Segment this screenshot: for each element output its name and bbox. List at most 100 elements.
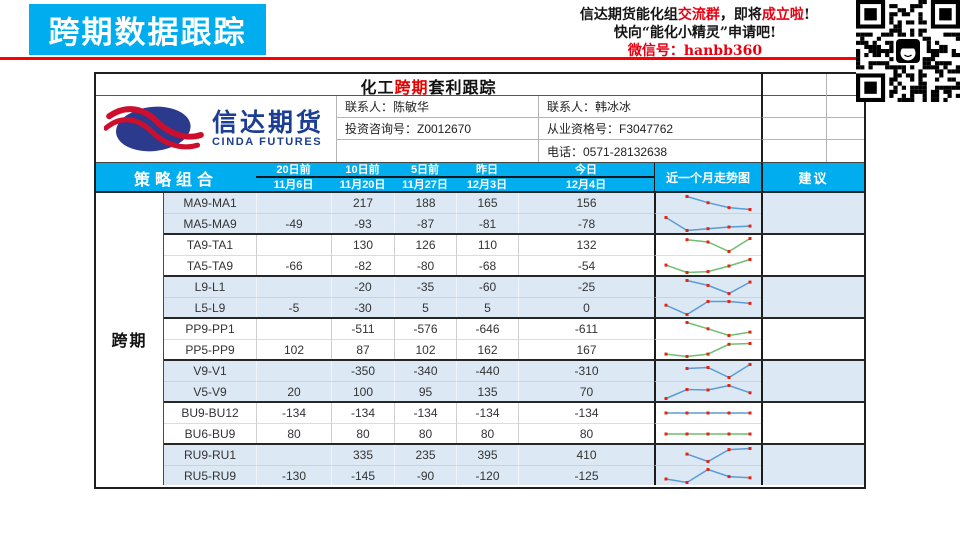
- suggestion-cell: [761, 403, 864, 443]
- value-cell: -134: [456, 403, 518, 423]
- value-cell: 167: [518, 339, 654, 359]
- table-header-row: 策略组合 20日前 11月6日 10日前 11月20日 5日前 11月27日 昨日 12月3日…: [96, 162, 864, 193]
- logo-text: 信达期货 CINDA FUTURES: [212, 110, 324, 148]
- strategy-name: RU5-RU9: [164, 465, 256, 485]
- value-cell: -120: [456, 465, 518, 485]
- value-cell: 130: [331, 235, 394, 255]
- column-header-4: 今日 12月4日: [518, 163, 654, 192]
- value-cell: 235: [394, 445, 456, 465]
- highlighted-text: 成立啦: [761, 7, 804, 23]
- trend-sparkline: [654, 235, 761, 255]
- value-cell: 5: [394, 297, 456, 317]
- report-title-row: 化工 跨期 套利跟踪: [96, 74, 864, 98]
- company-logo: 信达期货 CINDA FUTURES: [96, 96, 336, 162]
- trend-sparkline: [654, 339, 761, 359]
- header-pad-cell: [826, 118, 864, 140]
- value-cell: -54: [518, 255, 654, 275]
- value-cell: -350: [331, 361, 394, 381]
- strategy-group: PP9-PP1 -511 -576 -646 -611 PP5-PP9 102 87 102 16…: [164, 317, 864, 359]
- value-cell: 126: [394, 235, 456, 255]
- column-header-2: 5日前 11月27日: [394, 163, 456, 192]
- column-header-date: 12月4日: [565, 179, 607, 191]
- value-cell: -134: [394, 403, 456, 423]
- trend-sparkline: [654, 423, 761, 443]
- value-cell: 188: [394, 193, 456, 213]
- header-pad-cell: [826, 140, 864, 162]
- value-cell: -80: [394, 255, 456, 275]
- column-header-label: 今日: [518, 164, 654, 178]
- highlighted-text: 交流群: [677, 7, 720, 23]
- strategy-group: V9-V1 -350 -340 -440 -310 V5-V9 20 100 95 135 70: [164, 359, 864, 401]
- value-cell: 132: [518, 235, 654, 255]
- advisor-license: 投资咨询号：Z0012670: [336, 118, 538, 140]
- value-cell: -66: [256, 255, 331, 275]
- suggestion-cell: [761, 193, 864, 233]
- value-cell: 110: [456, 235, 518, 255]
- strategy-column-header: 策略组合: [133, 171, 218, 189]
- contact-block: 信达期货 CINDA FUTURES 联系人：陈敏华 联系人：韩冰冰 投资咨询号…: [96, 96, 864, 162]
- value-cell: -81: [456, 213, 518, 233]
- value-cell: [256, 277, 331, 297]
- strategy-name: RU9-RU1: [164, 445, 256, 465]
- trend-sparkline: [654, 213, 761, 233]
- contact-blank-cell: [336, 140, 538, 162]
- value-cell: -440: [456, 361, 518, 381]
- suggestion-cell: [761, 277, 864, 317]
- column-header-3: 昨日 12月3日: [456, 163, 518, 192]
- trend-sparkline: [654, 381, 761, 401]
- report-title: 化工 跨期 套利跟踪: [96, 74, 761, 98]
- logo-name-cn: 信达期货: [212, 109, 325, 137]
- value-cell: 102: [256, 339, 331, 359]
- trend-sparkline: [654, 319, 761, 339]
- value-cell: -130: [256, 465, 331, 485]
- value-cell: 0: [518, 297, 654, 317]
- value-cell: 80: [518, 423, 654, 443]
- value-cell: -340: [394, 361, 456, 381]
- contact-name-left: 联系人：陈敏华: [336, 96, 538, 118]
- value-cell: 87: [331, 339, 394, 359]
- wechat-qr-code-icon: [856, 0, 960, 102]
- strategy-name: L5-L9: [164, 297, 256, 317]
- value-cell: -87: [394, 213, 456, 233]
- value-cell: -82: [331, 255, 394, 275]
- strategy-name: BU6-BU9: [164, 423, 256, 443]
- value-cell: 395: [456, 445, 518, 465]
- red-divider-line: [0, 57, 960, 60]
- value-cell: 20: [256, 381, 331, 401]
- promo-line-2: 快向“能化小精灵”申请吧!: [613, 25, 777, 41]
- value-cell: -310: [518, 361, 654, 381]
- value-cell: 335: [331, 445, 394, 465]
- header-pad-cell: [761, 140, 826, 162]
- column-header-0: 20日前 11月6日: [256, 163, 331, 192]
- logo-name-en: CINDA FUTURES: [212, 136, 323, 148]
- report-table: 化工 跨期 套利跟踪 信达期货 CINDA FUTURES 联系人：陈敏华 联系人：…: [94, 72, 866, 489]
- promo-line-1: 信达期货能化组交流群，即将成立啦!: [528, 6, 862, 24]
- strategy-name: PP9-PP1: [164, 319, 256, 339]
- value-cell: 410: [518, 445, 654, 465]
- suggestion-cell: [761, 235, 864, 275]
- trend-sparkline: [654, 193, 761, 213]
- trend-sparkline: [654, 255, 761, 275]
- value-cell: -134: [518, 403, 654, 423]
- plain-text: ，即将: [719, 7, 762, 23]
- value-cell: 80: [331, 423, 394, 443]
- strategy-group: BU9-BU12 -134 -134 -134 -134 -134 BU6-BU9 80 80 8…: [164, 401, 864, 443]
- strategy-group: TA9-TA1 130 126 110 132 TA5-TA9 -66 -82 -80 -68 -5…: [164, 233, 864, 275]
- column-header-label: 20日前: [256, 164, 331, 178]
- suggestion-cell: [761, 319, 864, 359]
- data-area: 跨期 MA9-MA1 217 188 165 156 MA5-MA9 -49 -93 -87 -8…: [96, 193, 864, 485]
- strategy-group: MA9-MA1 217 188 165 156 MA5-MA9 -49 -93 -87 -81 -7…: [164, 193, 864, 233]
- value-cell: [256, 235, 331, 255]
- value-cell: -68: [456, 255, 518, 275]
- value-cell: 165: [456, 193, 518, 213]
- trend-sparkline: [654, 403, 761, 423]
- header-pad-cell: [826, 96, 864, 118]
- title-pad-cell: [761, 74, 826, 98]
- trend-sparkline: [654, 465, 761, 485]
- value-cell: -30: [331, 297, 394, 317]
- value-cell: 135: [456, 381, 518, 401]
- phone-number: 电话：0571-28132638: [538, 140, 761, 162]
- value-cell: [256, 445, 331, 465]
- value-cell: -134: [331, 403, 394, 423]
